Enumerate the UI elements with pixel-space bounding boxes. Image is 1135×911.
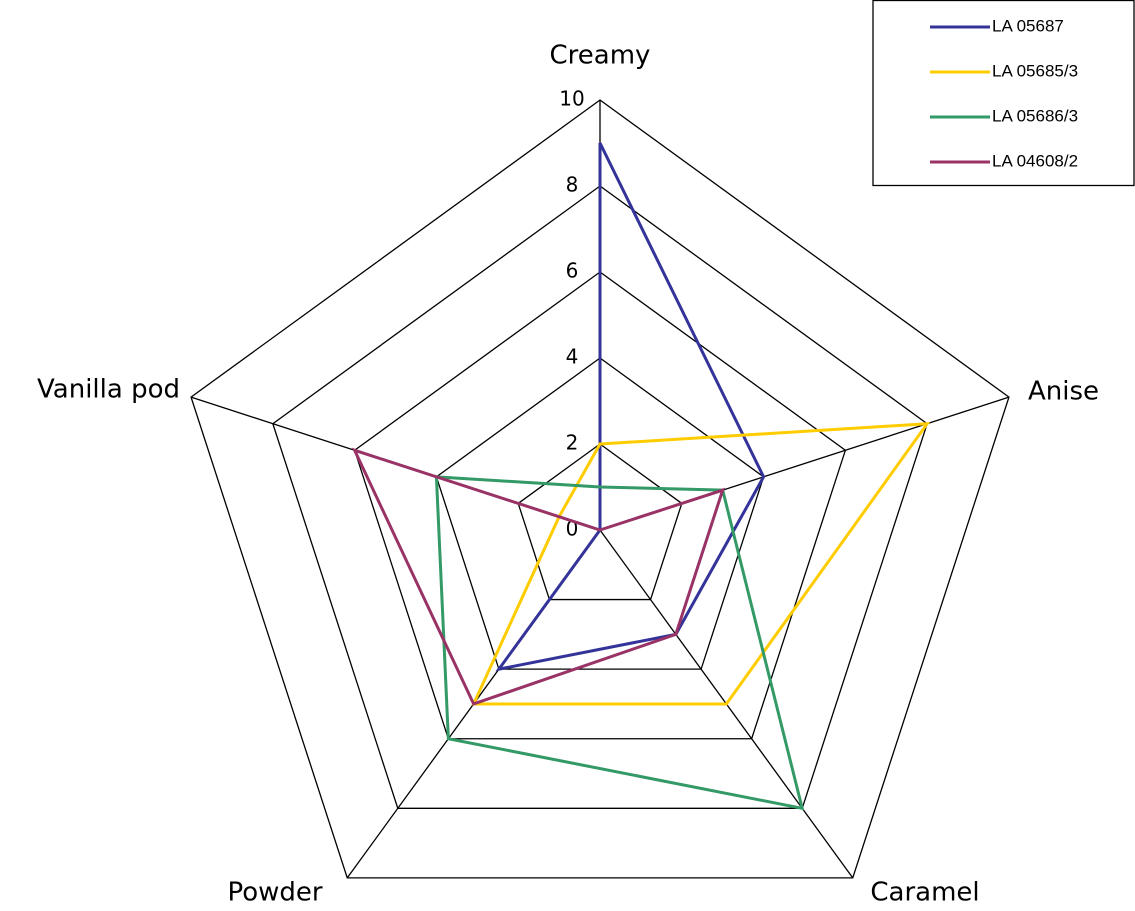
- category-label: Caramel: [870, 878, 979, 908]
- legend-label: LA 05687: [992, 16, 1064, 35]
- tick-label: 6: [566, 259, 579, 283]
- series-line: [495, 142, 766, 672]
- category-label: Vanilla pod: [37, 375, 180, 405]
- legend-label: LA 04608/2: [992, 151, 1078, 170]
- grid-line: [272, 185, 928, 809]
- tick-label: 2: [566, 431, 579, 455]
- grid-line: [190, 99, 1010, 879]
- series-line: [351, 447, 726, 706]
- legend-box: [872, 0, 1135, 187]
- legend-label: LA 05686/3: [992, 106, 1078, 125]
- grid-line: [435, 357, 765, 670]
- tick-label: 8: [566, 173, 579, 197]
- grid-line: [353, 271, 847, 740]
- series-line: [471, 422, 931, 706]
- category-label: Powder: [227, 878, 322, 908]
- grid-line: [517, 443, 683, 601]
- category-label: Anise: [1028, 377, 1099, 407]
- series-line: [434, 475, 805, 811]
- tick-label: 4: [566, 345, 579, 369]
- category-label: Creamy: [550, 41, 651, 71]
- legend-label: LA 05685/3: [992, 61, 1078, 80]
- tick-label: 10: [559, 87, 584, 111]
